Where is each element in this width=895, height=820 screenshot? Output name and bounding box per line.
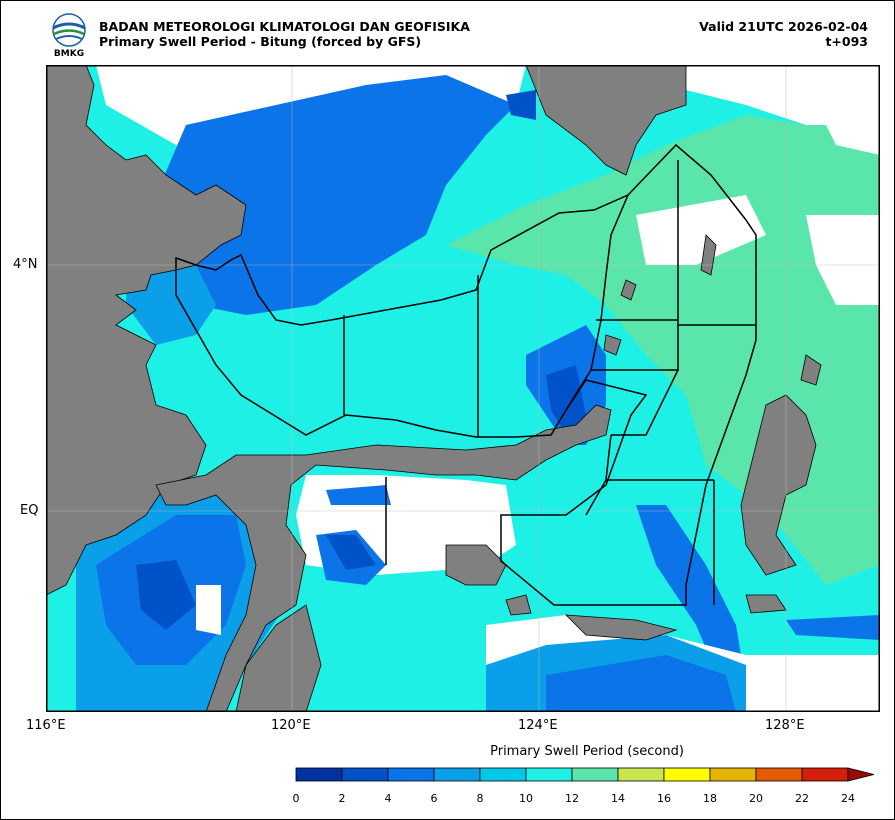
x-tick-124: 124°E [518, 718, 558, 733]
colorbar-segment [617, 767, 665, 782]
y-tick-4n: 4°N [13, 257, 38, 272]
band-2-4-tomini [326, 535, 376, 570]
band-4-6-molucca [636, 505, 746, 695]
band-2-4-sw [136, 560, 196, 630]
colorbar-segment [525, 767, 573, 782]
agency-title: BADAN METEOROLOGI KLIMATOLOGI DAN GEOFIS… [99, 19, 470, 34]
colorbar-tick-label: 4 [384, 792, 392, 805]
band-4-6-se [786, 615, 880, 640]
x-tick-120: 120°E [271, 718, 311, 733]
colorbar-tick-label: 2 [338, 792, 346, 805]
colorbar-tick-label: 20 [749, 792, 763, 805]
colorbar-segment [479, 767, 527, 782]
colorbar-tick-label: 6 [430, 792, 438, 805]
colorbar-segment [801, 767, 849, 782]
colorbar-segment [571, 767, 619, 782]
colorbar-segment [755, 767, 803, 782]
land-masses [46, 65, 822, 712]
colorbar-segment [709, 767, 757, 782]
colorbar-tick-label: 0 [292, 792, 300, 805]
land-halmahera-n [800, 354, 822, 386]
grid-lines [46, 65, 880, 712]
colorbar-extend-arrow [847, 767, 875, 782]
colorbar-tick-label: 12 [565, 792, 579, 805]
land-talaud [603, 334, 622, 356]
colorbar-segment [295, 767, 343, 782]
colorbar-segment [387, 767, 435, 782]
land-sula [564, 614, 678, 641]
nodata-east-3 [806, 215, 880, 305]
logo-text: BMKG [54, 49, 84, 58]
nodata-east-1 [816, 95, 880, 155]
land-halmahera [740, 394, 817, 576]
colorbar-tick-label: 14 [611, 792, 625, 805]
valid-time: Valid 21UTC 2026-02-04 [699, 19, 868, 34]
band-4-6-tomini-n [326, 485, 391, 505]
swell-period-map [46, 65, 880, 712]
nodata-east-2 [636, 195, 766, 265]
band-2-4-north [506, 90, 536, 120]
colorbar-segment [341, 767, 389, 782]
colorbar-tick-label: 24 [841, 792, 855, 805]
colorbar-segment [663, 767, 711, 782]
band-4-6-north [156, 75, 516, 315]
land-sangihe-1 [620, 279, 637, 301]
map-border [46, 65, 880, 712]
band-4-6-south [546, 655, 736, 712]
nodata-sw [196, 585, 221, 635]
colorbar-tick-label: 8 [476, 792, 484, 805]
colorbar-tick-label: 18 [703, 792, 717, 805]
colorbar-segment [433, 767, 481, 782]
colorbar-tick-label: 16 [657, 792, 671, 805]
land-south-sulawesi [235, 604, 322, 712]
map-subtitle: Primary Swell Period - Bitung (forced by… [99, 34, 422, 49]
bmkg-logo: BMKG [52, 13, 86, 58]
colorbar-tick-label: 10 [519, 792, 533, 805]
land-mindanao [525, 65, 687, 176]
colorbar [295, 767, 875, 782]
land-sulawesi [155, 404, 612, 712]
x-tick-128: 128°E [765, 718, 805, 733]
colorbar-title: Primary Swell Period (second) [490, 744, 684, 759]
x-tick-116: 116°E [26, 718, 66, 733]
forecast-zones [175, 143, 757, 606]
land-south-small [505, 594, 532, 616]
colorbar-tick-label: 22 [795, 792, 809, 805]
band-2-4-celebes [546, 365, 586, 435]
land-borneo [46, 65, 247, 596]
y-tick-eq: EQ [20, 503, 39, 518]
forecast-lead: t+093 [825, 34, 868, 49]
land-sulawesi-east [445, 544, 507, 586]
